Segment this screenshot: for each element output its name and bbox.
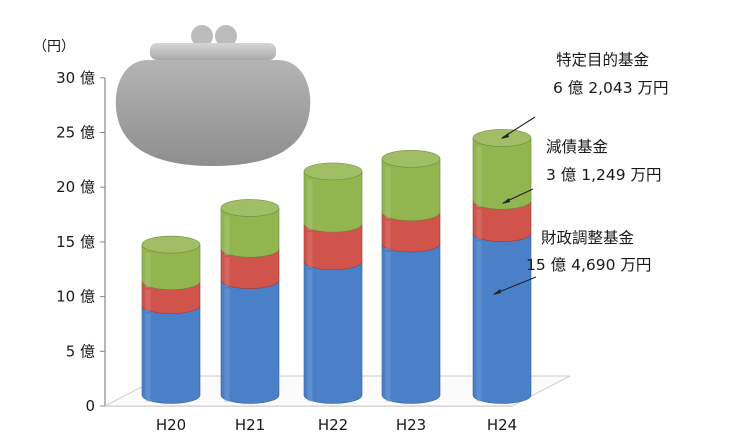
y-tick-label: 5 億: [66, 342, 95, 360]
coin-purse-illustration: [115, 25, 311, 166]
annotation-fiscal-adjustment-fund: 財政調整基金 15 億 4,690 万円: [493, 229, 651, 295]
annotation-value: 6 億 2,043 万円: [553, 79, 669, 97]
bar-top-cap: [381, 150, 441, 168]
y-tick-label: 10 億: [56, 288, 95, 306]
bar-segment: [381, 158, 441, 221]
annotation-title: 財政調整基金: [541, 229, 635, 247]
x-tick-label: H24: [487, 416, 517, 434]
bar-segment: [303, 261, 363, 404]
bar-top-cap: [303, 162, 363, 181]
bar-top-cap: [141, 235, 201, 254]
y-tick-label: 25 億: [56, 124, 95, 142]
bar-segment: [472, 137, 532, 210]
y-tick-label: 15 億: [56, 233, 95, 251]
bar-segment: [220, 280, 280, 404]
bar-stack: [381, 150, 441, 404]
annotation-value: 15 億 4,690 万円: [526, 256, 651, 274]
x-tick-label: H22: [318, 416, 348, 434]
y-tick-label: 30 億: [56, 69, 95, 87]
y-axis-ticks: 0 5 億 10 億 15 億 20 億 25 億 30 億: [56, 69, 105, 415]
bar-stack: [141, 235, 201, 404]
bar-segment: [381, 243, 441, 404]
bar-top-cap: [220, 199, 280, 217]
bar-segment: [303, 171, 363, 233]
annotation-title: 減債基金: [546, 138, 609, 156]
annotation-value: 3 億 1,249 万円: [546, 166, 662, 184]
x-tick-label: H23: [396, 416, 426, 434]
y-axis-unit-label: （円）: [33, 39, 75, 55]
x-tick-label: H21: [235, 416, 265, 434]
bar-stack: [303, 162, 363, 404]
annotation-specific-fund: 特定目的基金 6 億 2,043 万円: [501, 51, 669, 139]
x-tick-label: H20: [156, 416, 186, 434]
annotation-title: 特定目的基金: [556, 51, 650, 69]
stacked-bars: [141, 129, 532, 404]
x-axis-ticks: H20 H21 H22 H23 H24: [156, 416, 517, 434]
bar-segment: [472, 232, 532, 404]
y-tick-label: 20 億: [56, 178, 95, 196]
bar-stack: [220, 199, 280, 404]
bar-stack: [472, 129, 532, 404]
bar-segment: [141, 305, 201, 404]
annotation-debt-fund: 減債基金 3 億 1,249 万円: [502, 138, 662, 204]
y-tick-label: 0: [85, 397, 95, 415]
